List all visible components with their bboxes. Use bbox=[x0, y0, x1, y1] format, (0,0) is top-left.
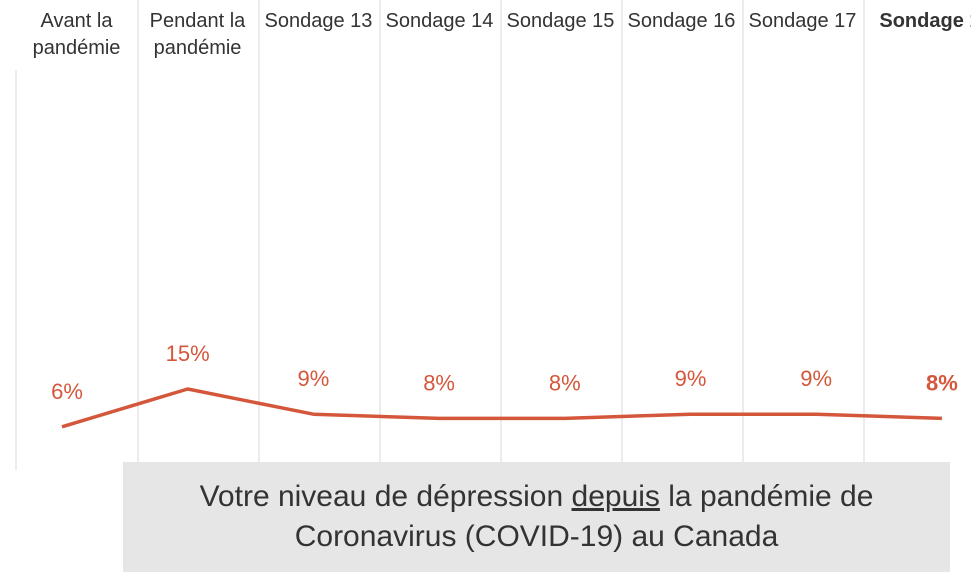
data-label: 6% bbox=[51, 379, 83, 404]
x-tick-label: Sondage 16 bbox=[627, 10, 736, 32]
x-tick-label: Avant la pandémie bbox=[32, 10, 121, 59]
caption-before: Votre niveau de dépression bbox=[199, 480, 564, 513]
x-tick-label: Sondage 18 bbox=[879, 10, 971, 32]
x-tick-label: Pendant la pandémie bbox=[149, 10, 246, 59]
line bbox=[61, 387, 942, 429]
x-tick-label: Sondage 17 bbox=[748, 10, 857, 32]
data-label: 9% bbox=[298, 366, 330, 391]
caption-after: la pandémie de Coronavirus (COVID-19) au… bbox=[294, 480, 874, 553]
data-label: 9% bbox=[800, 366, 832, 391]
caption-underlined: depuis bbox=[571, 480, 660, 513]
x-tick-label: Sondage 14 bbox=[385, 10, 494, 32]
data-label: 8% bbox=[423, 370, 455, 395]
x-tick-label: Sondage 15 bbox=[506, 10, 615, 32]
data-label: 9% bbox=[675, 366, 707, 391]
data-label: 15% bbox=[166, 341, 210, 366]
data-label: 8% bbox=[926, 370, 958, 395]
caption: Votre niveau de dépression depuis la pan… bbox=[123, 462, 950, 572]
caption-text: Votre niveau de dépression depuis la pan… bbox=[123, 477, 950, 557]
x-tick-label: Sondage 13 bbox=[264, 10, 373, 32]
data-label: 8% bbox=[549, 370, 581, 395]
